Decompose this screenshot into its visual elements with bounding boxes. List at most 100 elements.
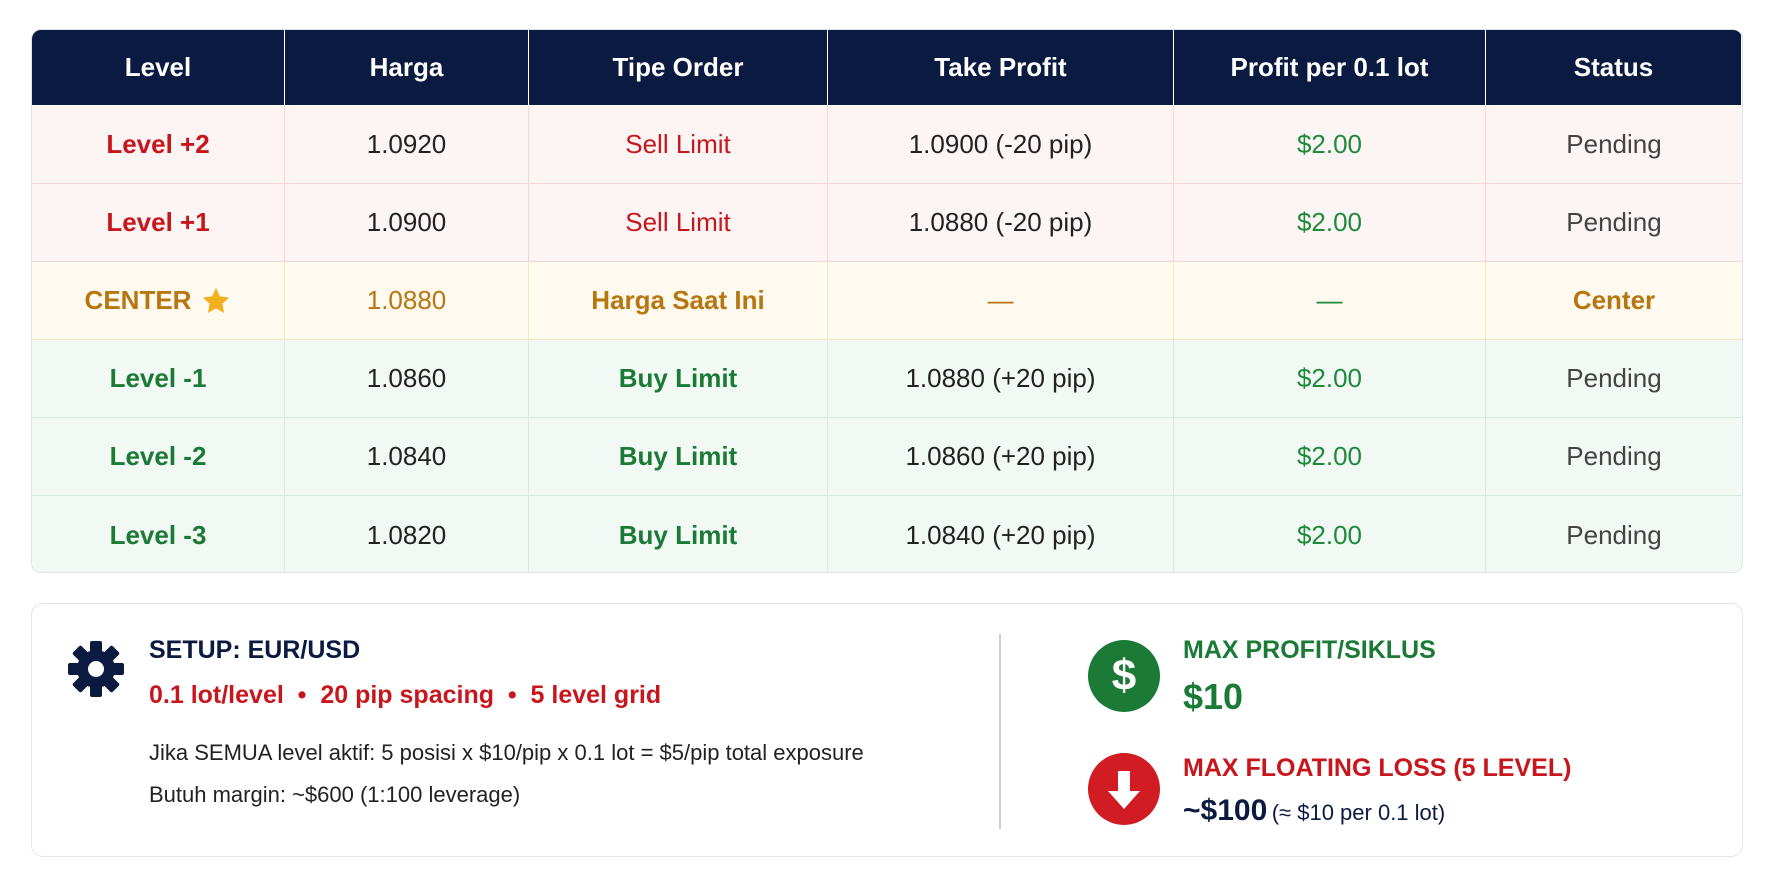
- table-cell: Buy Limit: [529, 340, 828, 418]
- table-cell: Pending: [1486, 418, 1742, 496]
- header-cell: Profit per 0.1 lot: [1174, 30, 1486, 106]
- table-cell: Sell Limit: [529, 184, 828, 262]
- table-cell: $2.00: [1174, 340, 1486, 418]
- gear-icon: [68, 641, 124, 697]
- cell-text: Level -2: [109, 441, 207, 471]
- table-cell: Level -3: [32, 496, 285, 572]
- cell-text: Status: [1573, 52, 1654, 82]
- cell-text: Pending: [1566, 363, 1662, 393]
- setup-title: SETUP: EUR/USD: [149, 636, 361, 664]
- cell-text: 1.0920: [366, 129, 447, 159]
- table-cell: $2.00: [1174, 496, 1486, 572]
- grid-table: Level Harga Tipe Order Take Profit Profit pe…: [31, 29, 1743, 573]
- table-cell: Center: [1486, 262, 1742, 340]
- table-cell: Sell Limit: [529, 106, 828, 184]
- table-cell: —: [1174, 262, 1486, 340]
- cell-text: 1.0900: [366, 207, 447, 237]
- table-cell: CENTER: [32, 262, 285, 340]
- header-cell: Status: [1486, 30, 1742, 106]
- cell-text: Center: [1572, 285, 1656, 315]
- max-loss-note: (≈ $10 per 0.1 lot): [1271, 800, 1446, 825]
- table-cell: 1.0880 (-20 pip): [828, 184, 1174, 262]
- header-cell: Level: [32, 30, 285, 106]
- cell-text: $2.00: [1296, 441, 1363, 471]
- table-cell: 1.0900 (-20 pip): [828, 106, 1174, 184]
- table-cell: $2.00: [1174, 184, 1486, 262]
- table-cell: $2.00: [1174, 418, 1486, 496]
- cell-text: Buy Limit: [618, 441, 738, 471]
- cell-text: CENTER: [84, 285, 192, 315]
- cell-text: 1.0840: [366, 441, 447, 471]
- table-cell: Pending: [1486, 184, 1742, 262]
- cell-text: Level -1: [109, 363, 207, 393]
- table-cell: Level -1: [32, 340, 285, 418]
- cell-text: Harga: [369, 52, 444, 82]
- cell-text: Buy Limit: [618, 519, 738, 550]
- cell-text: 1.0880: [366, 285, 447, 315]
- table-cell: 1.0860 (+20 pip): [828, 418, 1174, 496]
- cell-text: Pending: [1566, 207, 1662, 237]
- cell-text: 1.0860 (+20 pip): [905, 441, 1096, 471]
- cell-text: $2.00: [1296, 519, 1363, 550]
- cell-text: Tipe Order: [612, 52, 744, 82]
- table-cell: 1.0840: [285, 418, 529, 496]
- cell-text: 1.0880 (+20 pip): [905, 363, 1096, 393]
- table-cell: 1.0880 (+20 pip): [828, 340, 1174, 418]
- table-cell: 1.0820: [285, 496, 529, 572]
- summary-panel: SETUP: EUR/USD 0.1 lot/level • 20 pip sp…: [31, 603, 1743, 857]
- table-cell: Buy Limit: [529, 496, 828, 572]
- cell-text: 1.0840 (+20 pip): [905, 519, 1096, 550]
- cell-text: 1.0860: [366, 363, 447, 393]
- table-cell: 1.0860: [285, 340, 529, 418]
- divider: [999, 634, 1001, 829]
- table-cell: —: [828, 262, 1174, 340]
- table-cell: 1.0880: [285, 262, 529, 340]
- cell-text: Level: [124, 52, 192, 82]
- max-profit-value: $10: [1183, 676, 1244, 717]
- cell-text: —: [1316, 285, 1343, 315]
- table-cell: Level -2: [32, 418, 285, 496]
- cell-text: $2.00: [1296, 129, 1363, 159]
- table-cell: Pending: [1486, 340, 1742, 418]
- table-cell: 1.0900: [285, 184, 529, 262]
- cell-text: Buy Limit: [618, 363, 738, 393]
- star-icon: [203, 287, 230, 313]
- cell-text: Sell Limit: [625, 207, 731, 237]
- cell-text: Harga Saat Ini: [591, 285, 765, 315]
- cell-text: Pending: [1566, 519, 1662, 550]
- cell-text: Pending: [1566, 441, 1662, 471]
- table-cell: 1.0920: [285, 106, 529, 184]
- setup-params: 0.1 lot/level • 20 pip spacing • 5 level…: [149, 681, 662, 709]
- cell-text: 1.0900 (-20 pip): [908, 129, 1093, 159]
- cell-text: Take Profit: [934, 52, 1067, 82]
- header-cell: Tipe Order: [529, 30, 828, 106]
- dollar-icon: $: [1088, 640, 1160, 712]
- cell-text: Pending: [1566, 129, 1662, 159]
- cell-text: Sell Limit: [625, 129, 731, 159]
- cell-text: $2.00: [1296, 207, 1363, 237]
- table-cell: Harga Saat Ini: [529, 262, 828, 340]
- max-loss-row: ~$100 (≈ $10 per 0.1 lot): [1183, 794, 1445, 828]
- cell-text: Level +2: [106, 129, 210, 159]
- down-arrow-icon: [1088, 753, 1160, 825]
- table-cell: 1.0840 (+20 pip): [828, 496, 1174, 572]
- table-cell: Pending: [1486, 106, 1742, 184]
- table-cell: Pending: [1486, 496, 1742, 572]
- max-loss-label: MAX FLOATING LOSS (5 LEVEL): [1183, 754, 1572, 782]
- table-cell: Buy Limit: [529, 418, 828, 496]
- cell-text: 1.0880 (-20 pip): [908, 207, 1093, 237]
- max-profit-label: MAX PROFIT/SIKLUS: [1183, 636, 1436, 664]
- cell-text: 1.0820: [366, 519, 447, 550]
- setup-line: Jika SEMUA level aktif: 5 posisi x $10/p…: [149, 740, 864, 765]
- header-cell: Take Profit: [828, 30, 1174, 106]
- table-cell: Level +1: [32, 184, 285, 262]
- cell-text: —: [987, 285, 1014, 315]
- max-loss-value: ~$100: [1183, 794, 1268, 827]
- cell-text: Profit per 0.1 lot: [1230, 52, 1429, 82]
- table-cell: $2.00: [1174, 106, 1486, 184]
- cell-text: Level +1: [106, 207, 210, 237]
- header-cell: Harga: [285, 30, 529, 106]
- cell-text: $2.00: [1296, 363, 1363, 393]
- cell-text: Level -3: [109, 519, 207, 550]
